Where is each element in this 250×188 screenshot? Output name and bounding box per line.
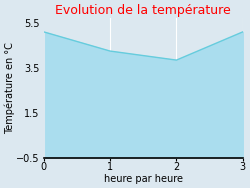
Title: Evolution de la température: Evolution de la température bbox=[55, 4, 231, 17]
Y-axis label: Température en °C: Température en °C bbox=[4, 42, 15, 134]
X-axis label: heure par heure: heure par heure bbox=[104, 174, 183, 184]
